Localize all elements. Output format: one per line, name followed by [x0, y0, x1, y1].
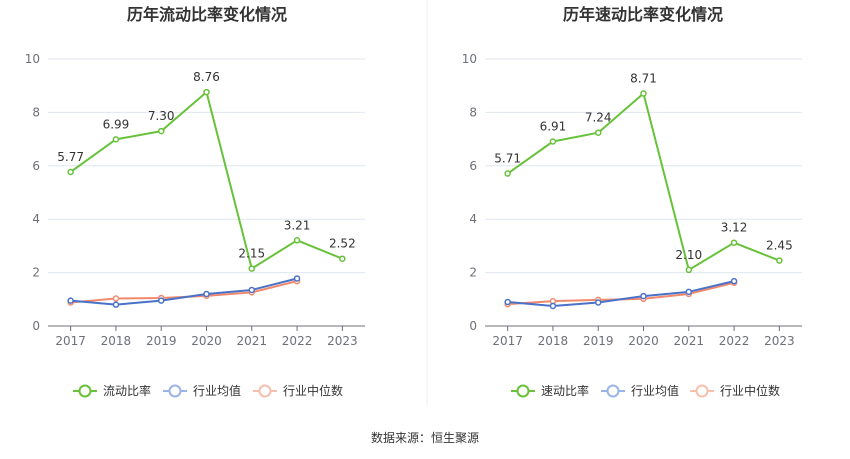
chart-title: 历年速动比率变化情况 [563, 5, 723, 24]
industry-avg-series-point[interactable] [549, 302, 557, 310]
y-tick-label: 6 [32, 159, 40, 173]
main-series-point[interactable] [504, 170, 511, 177]
industry-avg-series-line [507, 280, 735, 307]
current-ratio-chart: 历年流动比率变化情况 0 2 4 6 8 10 2017 2018 2019 2020 2021 202… [25, 5, 365, 398]
legend-label: 行业均值 [193, 383, 241, 398]
y-tick-label: 6 [469, 159, 477, 173]
legend-marker-icon [168, 384, 182, 398]
main-series-point[interactable] [776, 257, 783, 264]
x-tick-label: 2017 [55, 334, 86, 348]
data-label: 5.71 [494, 152, 521, 166]
chart-title: 历年流动比率变化情况 [127, 5, 287, 24]
y-tick-label: 8 [32, 105, 40, 119]
legend-industry-avg[interactable]: 行业均值 [163, 383, 241, 398]
data-label: 8.71 [630, 71, 657, 85]
industry-avg-series-point[interactable] [157, 297, 165, 304]
industry-avg-series-point[interactable] [248, 286, 256, 294]
x-tick-label: 2019 [146, 334, 177, 348]
y-tick-label: 10 [25, 52, 40, 66]
main-series-point[interactable] [339, 255, 346, 262]
legend-main[interactable]: 流动比率 [73, 383, 151, 398]
data-label: 2.45 [766, 239, 793, 253]
quick-ratio-chart: 历年速动比率变化情况 0 2 4 6 8 10 2017 2018 2019 2020 2021 202… [462, 5, 802, 398]
y-tick-label: 4 [469, 212, 477, 226]
industry-avg-series-point[interactable] [293, 275, 301, 282]
legend-industry-avg[interactable]: 行业均值 [601, 383, 679, 398]
data-label: 7.24 [585, 111, 612, 125]
industry-avg-series-point[interactable] [203, 290, 210, 298]
x-tick-label: 2018 [101, 334, 132, 348]
industry-median-series-point[interactable] [112, 295, 120, 302]
main-series-point[interactable] [549, 138, 557, 145]
x-tick-label: 2017 [492, 334, 523, 348]
y-tick-label: 2 [469, 266, 477, 280]
main-series-point[interactable] [640, 90, 647, 97]
data-label: 2.10 [675, 248, 702, 262]
data-label: 2.15 [238, 247, 265, 261]
y-tick-label: 0 [32, 319, 40, 333]
x-tick-label: 2020 [191, 334, 222, 348]
legend-label: 行业中位数 [720, 383, 780, 398]
data-label: 3.12 [721, 221, 748, 235]
x-tick-label: 2021 [674, 334, 705, 348]
legend-marker-icon [695, 384, 709, 398]
legend-label: 速动比率 [541, 383, 589, 398]
data-label: 3.21 [284, 218, 311, 232]
x-tick-label: 2020 [628, 334, 659, 348]
legend-marker-icon [606, 384, 620, 398]
industry-median-series-line [507, 281, 735, 306]
industry-avg-series-point[interactable] [67, 297, 74, 304]
industry-avg-series-line [70, 277, 298, 306]
legend-industry-median[interactable]: 行业中位数 [253, 383, 343, 398]
main-series-point[interactable] [203, 88, 210, 96]
main-series-point[interactable] [594, 129, 602, 136]
industry-avg-series-point[interactable] [504, 298, 511, 306]
main-series-point[interactable] [67, 168, 74, 176]
y-tick-label: 4 [32, 212, 40, 226]
industry-avg-series-point[interactable] [730, 277, 738, 285]
industry-avg-series-point[interactable] [685, 288, 693, 296]
x-tick-label: 2019 [583, 334, 614, 348]
main-series-point[interactable] [685, 266, 693, 274]
y-tick-label: 2 [32, 266, 40, 280]
y-tick-label: 0 [469, 319, 477, 333]
legend-label: 行业均值 [631, 383, 679, 398]
legend-industry-median[interactable]: 行业中位数 [690, 383, 780, 398]
main-series-point[interactable] [730, 239, 738, 246]
y-tick-label: 8 [469, 105, 477, 119]
legend-main[interactable]: 速动比率 [511, 383, 589, 398]
main-series-point[interactable] [293, 237, 301, 244]
main-series-point[interactable] [157, 127, 165, 135]
x-tick-label: 2022 [282, 334, 313, 348]
x-tick-label: 2018 [538, 334, 569, 348]
data-label: 5.77 [57, 150, 84, 164]
legend-marker-icon [516, 384, 530, 398]
legend-label: 流动比率 [103, 383, 151, 398]
x-tick-label: 2023 [764, 334, 795, 348]
legend-marker-icon [78, 384, 92, 398]
data-label: 6.91 [540, 120, 567, 134]
main-series-point[interactable] [112, 136, 120, 143]
legend-label: 行业中位数 [283, 383, 343, 398]
y-tick-label: 10 [462, 52, 477, 66]
x-tick-label: 2023 [327, 334, 358, 348]
industry-avg-series-point[interactable] [112, 301, 120, 308]
industry-median-series-line [70, 280, 298, 304]
data-label: 6.99 [103, 117, 130, 131]
data-label: 8.76 [193, 70, 220, 84]
x-tick-label: 2022 [719, 334, 750, 348]
data-label: 7.30 [148, 109, 175, 123]
source-note: 数据来源：恒生聚源 [371, 430, 479, 445]
industry-avg-series-point[interactable] [594, 299, 602, 306]
x-tick-label: 2021 [237, 334, 268, 348]
main-series-point[interactable] [248, 265, 256, 272]
legend-marker-icon [258, 384, 272, 398]
data-label: 2.52 [329, 237, 356, 251]
industry-avg-series-point[interactable] [640, 292, 647, 300]
